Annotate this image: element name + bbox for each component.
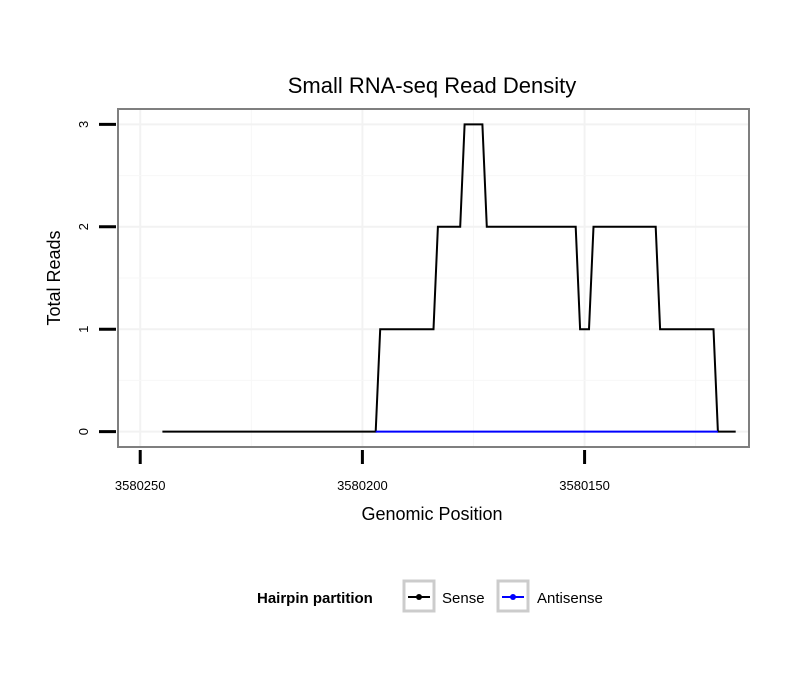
legend-key-antisense-dot (510, 594, 516, 600)
legend-title: Hairpin partition (257, 590, 373, 607)
x-axis-label: Genomic Position (361, 504, 502, 524)
y-tick-label-0: 0 (76, 428, 91, 435)
y-axis: 0 1 2 3 (76, 121, 116, 435)
y-tick-label-1: 1 (76, 326, 91, 333)
series-line-sense (162, 123, 736, 433)
x-tick-label-2: 3580150 (559, 478, 610, 493)
x-tick-label-0: 3580250 (115, 478, 166, 493)
legend: Hairpin partition Sense Antisense (257, 579, 603, 613)
legend-label-sense: Sense (442, 590, 485, 607)
y-tick-label-2: 2 (76, 223, 91, 230)
legend-key-sense-dot (416, 594, 422, 600)
chart-title: Small RNA-seq Read Density (288, 73, 577, 98)
x-axis: 3580250 3580200 3580150 (115, 450, 610, 493)
y-tick-label-3: 3 (76, 121, 91, 128)
plot-panel-border (117, 108, 750, 448)
x-tick-label-1: 3580200 (337, 478, 388, 493)
legend-label-antisense: Antisense (537, 590, 603, 607)
series-layer (162, 123, 736, 433)
y-axis-label: Total Reads (44, 230, 64, 325)
